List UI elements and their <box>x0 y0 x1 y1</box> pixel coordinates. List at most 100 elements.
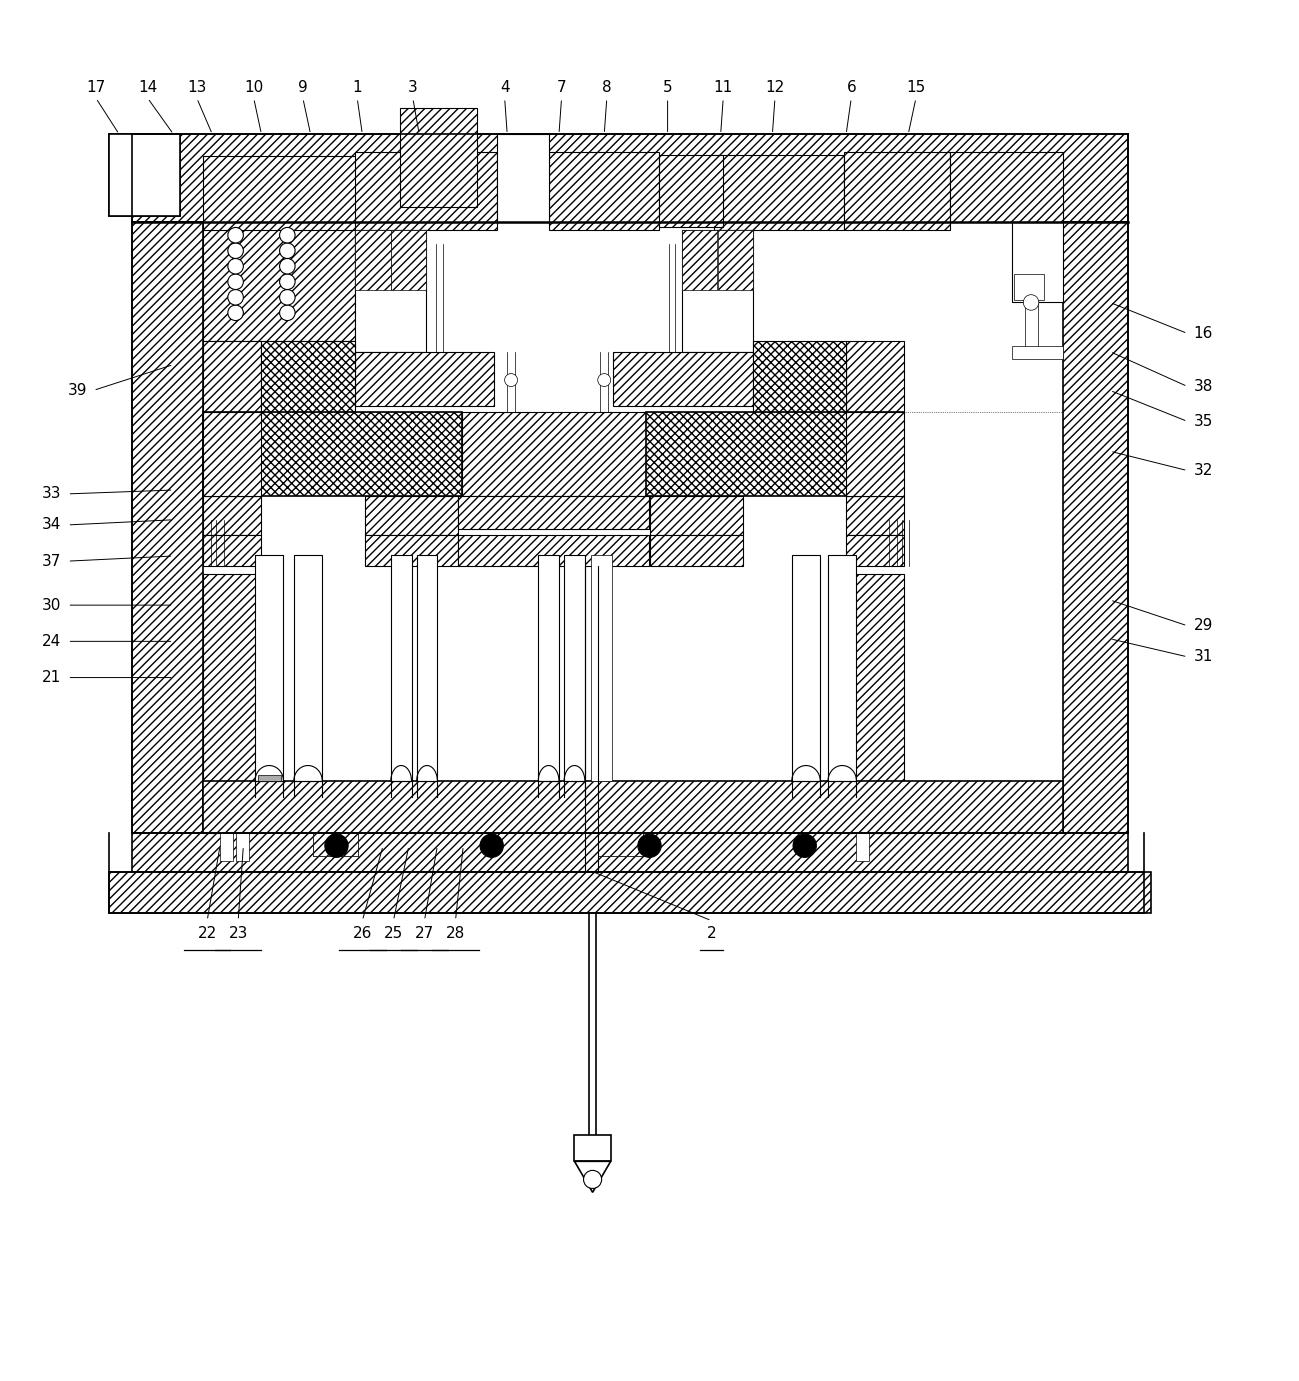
Circle shape <box>227 258 243 273</box>
Polygon shape <box>574 1161 611 1192</box>
Circle shape <box>583 1170 601 1189</box>
Circle shape <box>279 290 295 305</box>
Bar <box>548 152 659 231</box>
Bar <box>659 155 724 228</box>
Bar <box>235 833 248 862</box>
Text: 4: 4 <box>500 80 509 95</box>
Text: 25: 25 <box>383 927 403 942</box>
Bar <box>1012 222 1064 302</box>
Bar <box>132 222 203 833</box>
Bar <box>257 775 281 782</box>
Bar <box>650 536 743 566</box>
Text: 16: 16 <box>1194 326 1213 341</box>
Text: 26: 26 <box>352 927 372 942</box>
Circle shape <box>227 228 243 243</box>
Circle shape <box>227 273 243 290</box>
Bar <box>294 555 322 782</box>
Bar <box>203 536 261 566</box>
Bar <box>792 555 820 782</box>
Circle shape <box>279 258 295 273</box>
Bar <box>459 536 650 566</box>
Bar <box>846 536 904 566</box>
Text: 39: 39 <box>68 383 87 398</box>
Bar <box>574 1135 611 1161</box>
Text: 23: 23 <box>229 927 248 942</box>
Text: 21: 21 <box>43 670 61 685</box>
Bar <box>203 574 261 833</box>
Text: 34: 34 <box>43 518 61 533</box>
Circle shape <box>279 243 295 258</box>
Bar <box>846 574 904 833</box>
Bar <box>220 833 233 862</box>
Text: 1: 1 <box>352 80 362 95</box>
Bar <box>1025 300 1038 352</box>
Bar <box>498 134 548 222</box>
Bar <box>109 134 181 215</box>
Text: 7: 7 <box>557 80 566 95</box>
Bar <box>843 152 950 231</box>
Bar <box>132 134 1128 222</box>
Bar <box>459 497 650 529</box>
Bar <box>753 341 846 413</box>
Bar <box>650 497 743 536</box>
Text: 9: 9 <box>297 80 308 95</box>
Text: 35: 35 <box>1194 414 1213 429</box>
Text: 27: 27 <box>414 927 434 942</box>
Bar <box>365 497 459 536</box>
Bar <box>203 413 462 497</box>
Bar <box>203 341 261 413</box>
Bar <box>313 833 359 856</box>
Circle shape <box>1024 294 1039 311</box>
Text: 22: 22 <box>197 927 217 942</box>
Bar <box>646 413 904 497</box>
Bar <box>714 155 843 231</box>
Bar <box>682 231 753 352</box>
Text: 24: 24 <box>43 634 61 649</box>
Bar <box>203 782 1064 833</box>
Text: 2: 2 <box>707 927 716 942</box>
Bar <box>391 555 412 782</box>
Bar <box>1064 222 1128 833</box>
Bar <box>203 156 356 232</box>
Text: 38: 38 <box>1194 378 1213 394</box>
Circle shape <box>227 305 243 320</box>
Text: 31: 31 <box>1194 649 1213 664</box>
Bar <box>827 555 856 782</box>
Text: 8: 8 <box>601 80 612 95</box>
Circle shape <box>227 243 243 258</box>
Circle shape <box>227 290 243 305</box>
Bar <box>682 231 717 290</box>
Bar <box>417 555 438 782</box>
Text: 14: 14 <box>138 80 157 95</box>
Bar <box>313 833 359 856</box>
Text: 3: 3 <box>408 80 418 95</box>
Bar <box>255 555 283 782</box>
Circle shape <box>279 273 295 290</box>
Bar <box>355 231 426 352</box>
Bar <box>462 413 646 497</box>
Bar <box>365 536 459 566</box>
Text: 37: 37 <box>43 554 61 569</box>
Bar <box>203 222 333 329</box>
Text: 11: 11 <box>713 80 733 95</box>
Text: 6: 6 <box>847 80 856 95</box>
Circle shape <box>279 305 295 320</box>
Text: 10: 10 <box>244 80 264 95</box>
Bar <box>261 341 355 413</box>
Text: 32: 32 <box>1194 463 1213 478</box>
Circle shape <box>504 374 517 387</box>
Bar <box>355 231 391 290</box>
Text: 28: 28 <box>446 927 465 942</box>
Bar <box>203 413 261 497</box>
Bar <box>355 352 495 406</box>
Bar <box>1015 273 1044 300</box>
Bar <box>564 555 585 782</box>
Bar <box>846 341 904 413</box>
Bar <box>613 352 753 406</box>
Text: 13: 13 <box>187 80 207 95</box>
Bar <box>400 109 478 207</box>
Text: 29: 29 <box>1194 619 1213 634</box>
Bar <box>109 871 1151 913</box>
Circle shape <box>638 834 661 858</box>
Text: 17: 17 <box>86 80 105 95</box>
